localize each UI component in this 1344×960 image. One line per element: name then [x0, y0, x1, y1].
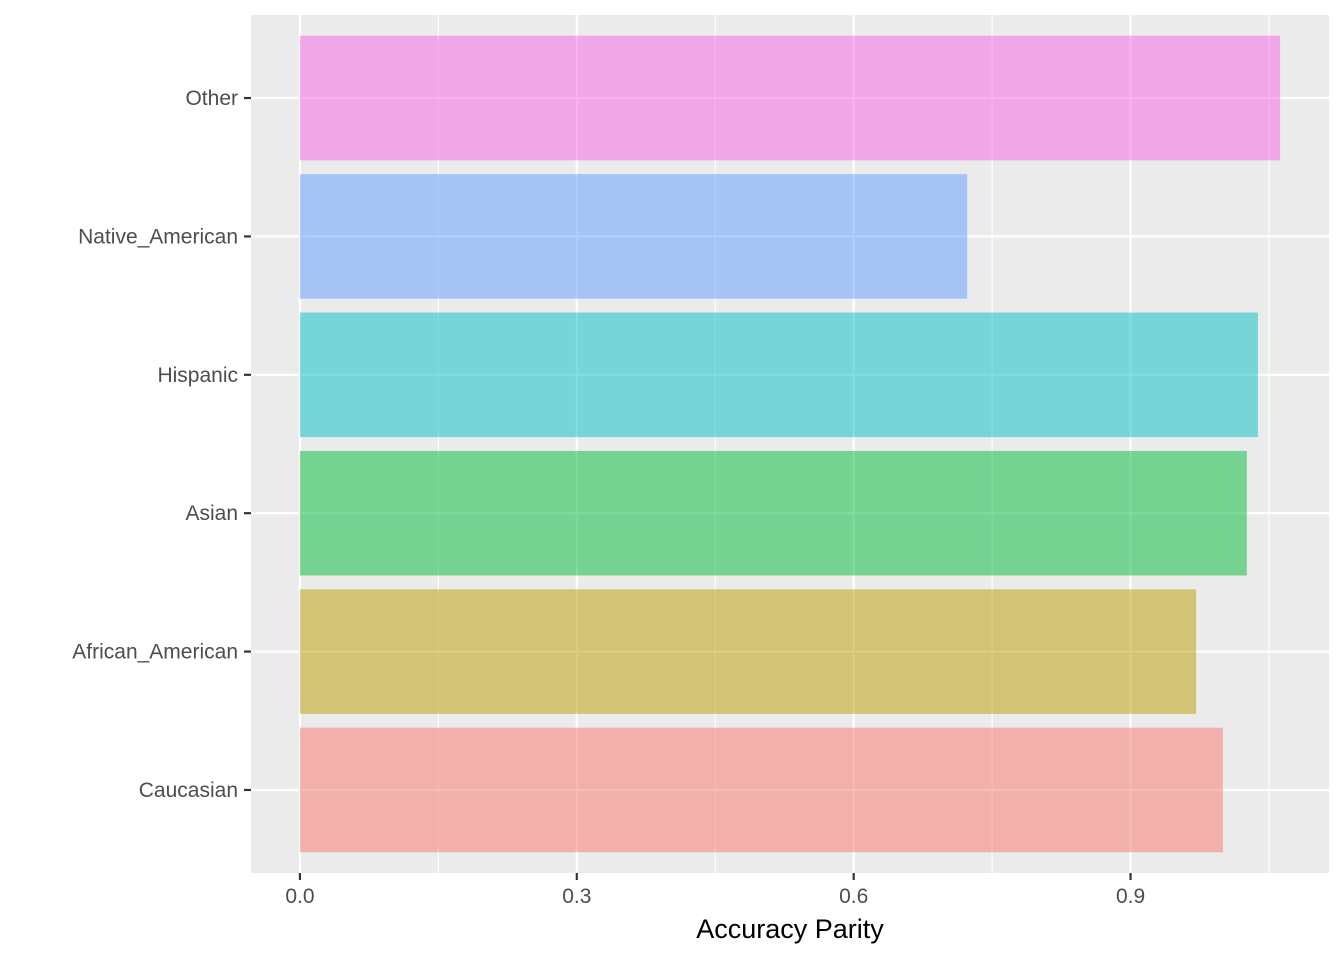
x-tick-label: 0.6: [839, 885, 868, 908]
bar-other: [299, 35, 1281, 161]
bar-native-american: [299, 174, 968, 299]
y-tick-label: Caucasian: [139, 779, 238, 802]
y-tick-label: Hispanic: [157, 364, 238, 387]
bar-caucasian: [299, 727, 1223, 853]
bar-hispanic: [299, 312, 1258, 438]
y-tick-label: Other: [185, 87, 238, 110]
y-tick-label: Asian: [185, 502, 238, 525]
bar-asian: [299, 450, 1247, 576]
y-tick-label: African_American: [72, 641, 238, 664]
x-tick-label: 0.0: [285, 885, 314, 908]
bar-african-american: [299, 589, 1197, 714]
x-tick-label: 0.9: [1116, 885, 1145, 908]
x-tick-label: 0.3: [562, 885, 591, 908]
bars: [299, 35, 1281, 853]
x-axis-title: Accuracy Parity: [696, 914, 884, 944]
x-axis: 0.0 0.3 0.6 0.9: [285, 873, 1145, 908]
y-tick-label: Native_American: [78, 225, 238, 248]
y-axis: Caucasian African_American Asian Hispanic Na…: [72, 87, 251, 802]
